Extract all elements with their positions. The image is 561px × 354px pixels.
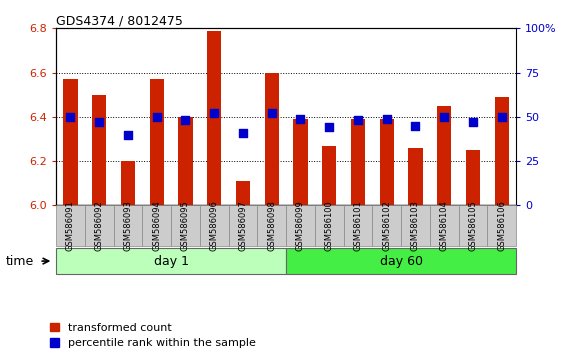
- Text: GSM586100: GSM586100: [325, 200, 334, 251]
- Bar: [495, 97, 509, 205]
- Bar: [207, 30, 222, 205]
- Text: GSM586091: GSM586091: [66, 200, 75, 251]
- Text: GSM586101: GSM586101: [353, 200, 362, 251]
- Point: [95, 119, 104, 125]
- Text: GSM586097: GSM586097: [238, 200, 247, 251]
- Point: [238, 130, 247, 136]
- Text: GSM586096: GSM586096: [210, 200, 219, 251]
- Point: [325, 125, 334, 130]
- Legend: transformed count, percentile rank within the sample: transformed count, percentile rank withi…: [50, 322, 256, 348]
- Text: time: time: [6, 255, 34, 268]
- Bar: [63, 79, 77, 205]
- Text: GDS4374 / 8012475: GDS4374 / 8012475: [56, 14, 183, 27]
- Text: day 1: day 1: [154, 255, 188, 268]
- Bar: [380, 119, 394, 205]
- Bar: [408, 148, 422, 205]
- Text: GSM586098: GSM586098: [267, 200, 276, 251]
- Point: [353, 118, 362, 123]
- Bar: [322, 145, 337, 205]
- Bar: [293, 119, 307, 205]
- Point: [468, 119, 477, 125]
- Text: GSM586103: GSM586103: [411, 200, 420, 251]
- Point: [267, 110, 276, 116]
- Bar: [466, 150, 480, 205]
- Bar: [236, 181, 250, 205]
- Bar: [92, 95, 107, 205]
- Point: [181, 118, 190, 123]
- Bar: [351, 119, 365, 205]
- Text: GSM586105: GSM586105: [468, 200, 477, 251]
- Point: [382, 116, 391, 121]
- Text: GSM586106: GSM586106: [497, 200, 506, 251]
- Point: [152, 114, 161, 120]
- Text: GSM586094: GSM586094: [152, 200, 161, 251]
- Point: [497, 114, 506, 120]
- Point: [411, 123, 420, 129]
- Text: GSM586104: GSM586104: [440, 200, 449, 251]
- Bar: [178, 117, 192, 205]
- Text: GSM586099: GSM586099: [296, 200, 305, 251]
- Text: day 60: day 60: [380, 255, 422, 268]
- Bar: [121, 161, 135, 205]
- Point: [210, 110, 219, 116]
- Bar: [437, 106, 452, 205]
- Point: [66, 114, 75, 120]
- Point: [296, 116, 305, 121]
- Text: GSM586095: GSM586095: [181, 200, 190, 251]
- Text: GSM586102: GSM586102: [382, 200, 391, 251]
- Bar: [150, 79, 164, 205]
- Text: GSM586092: GSM586092: [95, 200, 104, 251]
- Point: [123, 132, 132, 137]
- Bar: [265, 73, 279, 205]
- Text: GSM586093: GSM586093: [123, 200, 132, 251]
- Point: [440, 114, 449, 120]
